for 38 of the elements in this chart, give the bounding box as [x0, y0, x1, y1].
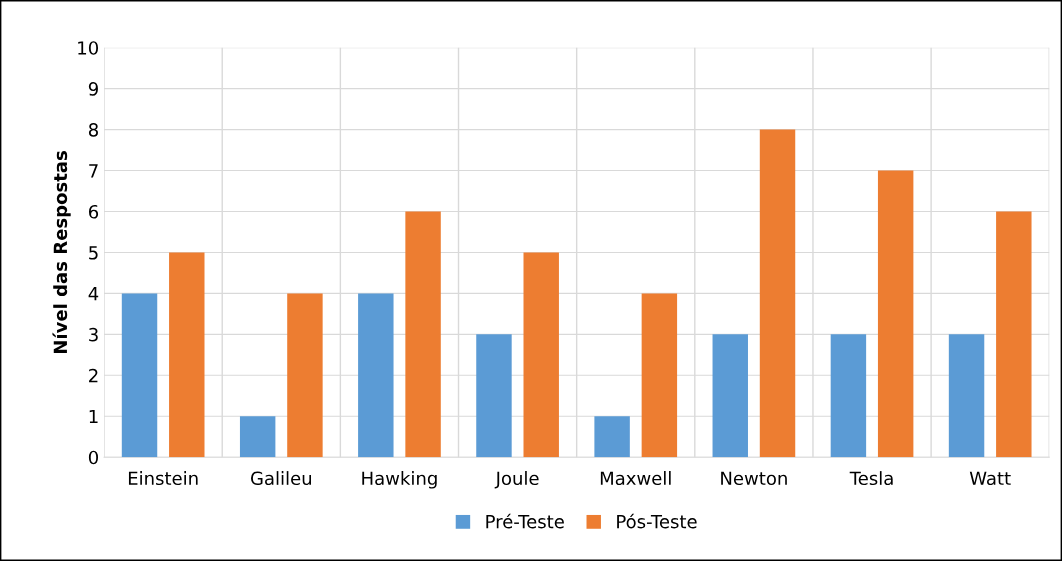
bar	[948, 334, 985, 458]
x-tick-label: Joule	[494, 471, 539, 489]
legend-label: Pré-Teste	[486, 513, 564, 529]
y-tick-label: 6	[88, 204, 99, 219]
y-tick-label: 5	[89, 246, 98, 260]
bar	[830, 334, 867, 458]
x-tick-label: Tesla	[849, 471, 893, 486]
bar	[594, 416, 630, 458]
y-tick-label: 8	[88, 123, 98, 137]
bar	[169, 252, 205, 458]
bar	[759, 129, 796, 458]
y-tick-label: 7	[89, 164, 98, 178]
y-tick-label: 0	[88, 450, 99, 465]
bar	[523, 252, 559, 458]
bar	[641, 293, 678, 458]
bar	[239, 416, 276, 458]
y-tick-label: 3	[89, 327, 98, 342]
x-tick-label: Newton	[721, 471, 787, 486]
bar	[996, 211, 1032, 458]
x-tick-label: Galileu	[250, 471, 311, 486]
bar	[405, 211, 441, 458]
bar	[121, 293, 158, 458]
bar	[287, 293, 323, 458]
x-tick-label: Watt	[969, 471, 1011, 486]
y-tick-label: 1	[89, 409, 98, 424]
x-tick-label: Maxwell	[600, 471, 671, 486]
bar	[712, 334, 748, 458]
y-axis-title: Nível das Respostas	[52, 151, 71, 354]
legend-label: Pós-Teste	[617, 513, 697, 529]
bar	[476, 334, 512, 458]
x-tick-label: Hawking	[362, 471, 437, 489]
bar	[358, 293, 394, 458]
y-tick-label: 10	[78, 41, 99, 55]
y-tick-label: 2	[89, 368, 98, 383]
bar	[877, 170, 914, 458]
y-tick-label: 4	[88, 287, 99, 301]
y-tick-label: 9	[88, 82, 98, 96]
x-tick-label: Einstein	[128, 471, 198, 486]
